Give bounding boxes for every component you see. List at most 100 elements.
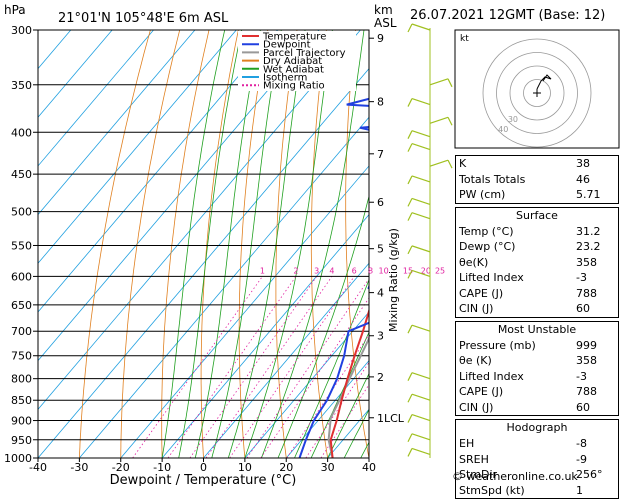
temperature-tick-label: 40: [362, 461, 376, 474]
index-row: EH-8: [456, 436, 618, 452]
index-value: 60: [576, 301, 616, 317]
wind-barb: [412, 325, 430, 331]
index-label: EH: [459, 436, 474, 452]
legend-label: Mixing Ratio: [263, 81, 325, 92]
mixing-ratio-line: [321, 276, 440, 458]
wind-barb: [412, 448, 430, 454]
wind-barb-flag: [408, 131, 412, 139]
wet-adiabat-line: [295, 30, 441, 458]
asl-unit-label: ASL: [374, 16, 397, 30]
index-row: Dewp (°C) 23.2: [456, 239, 618, 255]
pressure-tick-label: 850: [11, 394, 32, 407]
mixing-ratio-label: 1: [260, 266, 265, 275]
index-value: 1: [576, 483, 616, 499]
index-label: SREH: [459, 452, 489, 468]
wind-barb-flag: [408, 373, 412, 381]
pressure-tick-label: 450: [11, 168, 32, 181]
index-row: θe(K)358: [456, 255, 618, 271]
wind-barb: [412, 131, 430, 137]
wind-barb: [412, 176, 430, 182]
pressure-tick-label: 400: [11, 126, 32, 139]
wet-adiabat-line: [162, 30, 225, 458]
index-label: Temp (°C): [459, 224, 514, 240]
wind-barb-flag: [408, 415, 412, 423]
index-value: 999: [576, 338, 616, 354]
dry-adiabat-line: [201, 18, 241, 458]
pressure-tick-label: 550: [11, 239, 32, 252]
index-label: Totals Totals: [459, 172, 525, 188]
wind-barb-flag: [448, 117, 452, 125]
wind-barb: [412, 373, 430, 379]
index-label: CIN (J): [459, 301, 493, 317]
index-label: Lifted Index: [459, 270, 524, 286]
index-row: StmSpd (kt) 1: [456, 483, 618, 499]
unstable-title: Most Unstable: [456, 322, 618, 338]
height-tick-label: 4: [377, 287, 384, 300]
temperature-tick-label: -40: [29, 461, 47, 474]
pressure-tick-label: 1000: [4, 452, 32, 465]
wind-barb-flag: [408, 198, 412, 206]
index-row: θe (K)358: [456, 353, 618, 369]
mixing-ratio-label: 25: [435, 266, 445, 275]
index-value: -3: [576, 369, 616, 385]
index-value: 38: [576, 156, 616, 172]
index-value: -9: [576, 452, 616, 468]
index-row: CIN (J) 60: [456, 301, 618, 317]
mixing-ratio-axis-label: Mixing Ratio (g/kg): [387, 228, 400, 332]
index-row: Pressure (mb) 999: [456, 338, 618, 354]
index-value: 60: [576, 400, 616, 416]
wind-barb-flag: [408, 394, 412, 402]
pressure-tick-label: 900: [11, 415, 32, 428]
wet-adiabat-line: [228, 30, 305, 458]
wind-barb-flag: [408, 24, 412, 32]
index-label: StmSpd (kt): [459, 483, 525, 499]
index-label: Lifted Index: [459, 369, 524, 385]
index-row: PW (cm) 5.71: [456, 187, 618, 203]
index-value: 788: [576, 286, 616, 302]
index-label: Pressure (mb): [459, 338, 536, 354]
index-label: Dewp (°C): [459, 239, 515, 255]
wind-barb: [430, 160, 448, 166]
wind-barb-flag: [408, 434, 412, 442]
x-axis-label: Dewpoint / Temperature (°C): [110, 473, 297, 486]
index-value: 5.71: [576, 187, 616, 203]
pressure-tick-label: 650: [11, 299, 32, 312]
height-tick-label: 7: [377, 148, 384, 161]
wind-barb-flag: [408, 176, 412, 184]
mixing-ratio-label: 6: [352, 266, 357, 275]
height-tick-label: 3: [377, 330, 384, 343]
height-tick-label: 1LCL: [377, 412, 405, 425]
isotherm-line: [0, 30, 319, 458]
mixing-ratio-line: [168, 276, 296, 458]
height-tick-label: 6: [377, 196, 384, 209]
index-row: CIN (J)60: [456, 400, 618, 416]
isotherm-line: [0, 30, 278, 458]
surface-title: Surface: [456, 208, 618, 224]
index-label: CAPE (J): [459, 384, 503, 400]
pressure-tick-label: 300: [11, 24, 32, 37]
temperature-tick-label: 30: [321, 461, 335, 474]
wind-barb: [412, 99, 430, 105]
mixing-ratio-line: [230, 276, 355, 458]
pressure-tick-label: 750: [11, 350, 32, 363]
height-tick-label: 2: [377, 371, 384, 384]
location-label: 21°01'N 105°48'E 6m ASL: [58, 11, 229, 26]
mixing-ratio-label: 2: [293, 266, 298, 275]
mixing-ratio-line: [206, 276, 332, 458]
mixing-ratio-label: 4: [329, 266, 334, 275]
index-label: CAPE (J): [459, 286, 503, 302]
index-value: 23.2: [576, 239, 616, 255]
mixing-ratio-label: 8: [368, 266, 373, 275]
index-row: SREH -9: [456, 452, 618, 468]
height-tick-label: 8: [377, 96, 384, 109]
hodograph-table-title: Hodograph: [456, 420, 618, 436]
index-label: PW (cm): [459, 187, 505, 203]
pressure-tick-label: 500: [11, 206, 32, 219]
